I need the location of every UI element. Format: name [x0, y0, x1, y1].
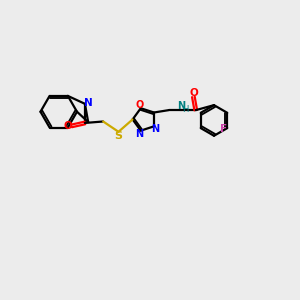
Text: O: O — [136, 100, 144, 110]
Text: H: H — [182, 105, 188, 114]
Text: N: N — [135, 129, 143, 139]
Text: S: S — [115, 130, 122, 141]
Text: N: N — [177, 101, 185, 111]
Text: F: F — [220, 124, 227, 134]
Text: N: N — [151, 124, 160, 134]
Text: O: O — [189, 88, 198, 98]
Text: O: O — [64, 121, 73, 131]
Text: N: N — [84, 98, 93, 108]
